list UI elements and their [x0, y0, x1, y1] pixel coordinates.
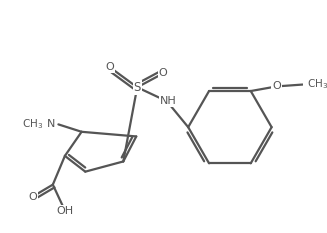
Text: CH$_3$: CH$_3$	[307, 78, 327, 91]
Text: NH: NH	[160, 96, 177, 106]
Text: O: O	[272, 81, 281, 91]
Text: S: S	[133, 81, 141, 94]
Text: OH: OH	[56, 206, 74, 216]
Text: CH$_3$: CH$_3$	[22, 117, 43, 131]
Text: N: N	[47, 119, 55, 129]
Text: O: O	[159, 69, 167, 78]
Text: O: O	[28, 192, 37, 202]
Text: O: O	[105, 62, 114, 72]
